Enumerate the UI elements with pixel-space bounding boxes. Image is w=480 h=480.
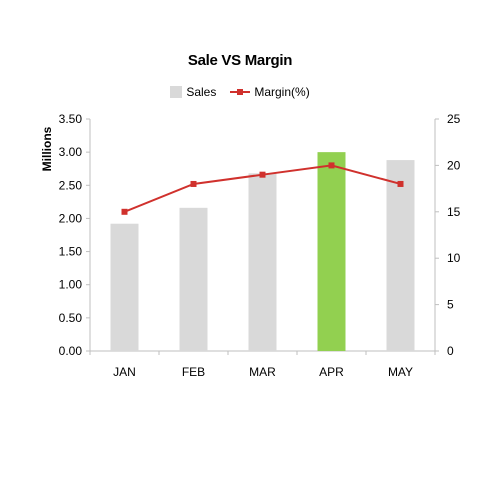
y2-tick-label: 5 (447, 298, 454, 312)
y-tick-label: 1.50 (59, 245, 83, 259)
bar-feb (179, 207, 208, 351)
y-tick-label: 1.00 (59, 278, 83, 292)
margin-point-jan (121, 208, 128, 215)
x-tick-label: MAY (388, 365, 413, 379)
legend-item-margin: Margin(%) (230, 85, 310, 99)
y2-tick-label: 15 (447, 205, 461, 219)
legend-item-sales: Sales (170, 85, 216, 99)
x-tick-label: FEB (182, 365, 205, 379)
margin-point-apr (328, 162, 335, 169)
x-tick-label: JAN (113, 365, 136, 379)
y2-tick-label: 20 (447, 158, 461, 172)
legend-label-margin: Margin(%) (254, 85, 310, 99)
y-axis-label: Millions (40, 126, 54, 171)
bar-mar (248, 173, 277, 351)
y-tick-label: 2.00 (59, 211, 83, 225)
x-tick-label: APR (319, 365, 344, 379)
y-tick-label: 3.50 (59, 112, 83, 126)
margin-point-mar (259, 171, 266, 178)
y-tick-label: 3.00 (59, 145, 83, 159)
y-tick-label: 0.00 (59, 344, 83, 358)
legend: Sales Margin(%) (0, 85, 480, 99)
margin-point-may (397, 180, 404, 187)
legend-swatch-sales (170, 86, 183, 98)
y-tick-label: 2.50 (59, 178, 83, 192)
y2-tick-label: 10 (447, 251, 461, 265)
y-tick-label: 0.50 (59, 311, 83, 325)
chart-title: Sale VS Margin (187, 52, 293, 69)
legend-label-sales: Sales (186, 85, 217, 99)
bar-apr (317, 152, 346, 351)
margin-point-feb (190, 180, 197, 187)
bar-jan (110, 223, 139, 351)
y2-tick-label: 0 (447, 344, 454, 358)
y2-tick-label: 25 (447, 112, 461, 126)
x-tick-label: MAR (249, 365, 276, 379)
legend-swatch-margin (230, 86, 251, 98)
bar-may (386, 160, 415, 351)
